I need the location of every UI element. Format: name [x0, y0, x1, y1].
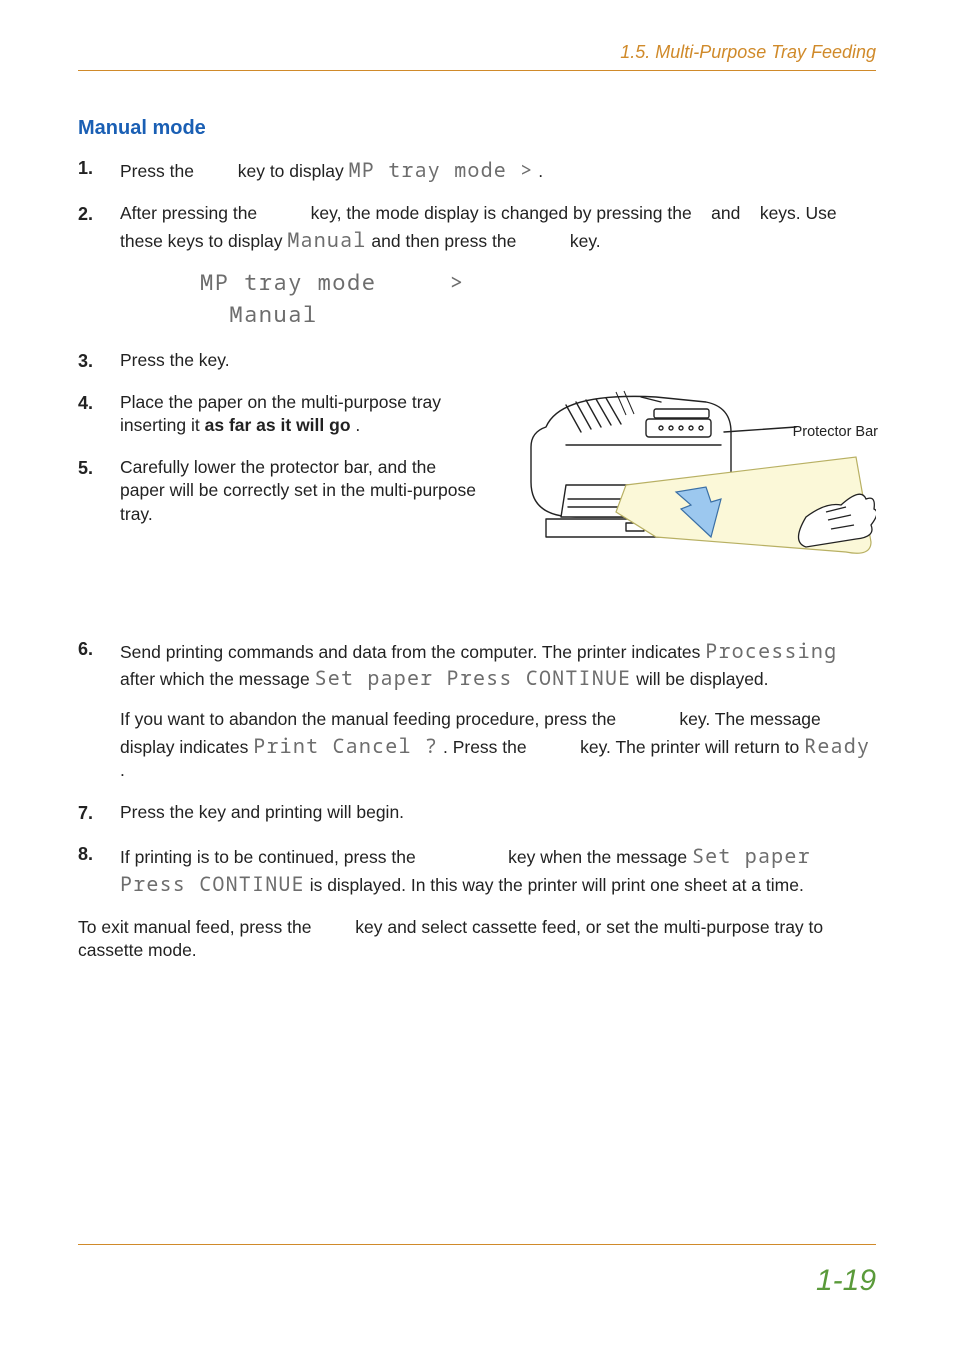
- step-text: after which the message: [120, 669, 315, 689]
- step-text: .: [538, 161, 543, 181]
- step-number: 5.: [78, 456, 93, 480]
- step-text: [199, 161, 233, 181]
- step-text: Carefully lower the protector bar, and t…: [120, 456, 480, 527]
- step-number: 3.: [78, 349, 93, 373]
- lcd-text: MP tray mode >: [349, 156, 534, 183]
- step-number: 4.: [78, 391, 93, 415]
- running-header: 1.5. Multi-Purpose Tray Feeding: [78, 40, 876, 64]
- steps-list: 1. Press the key to display MP tray mode…: [78, 156, 876, 897]
- closing-text: [316, 917, 350, 937]
- step-3: 3. Press the key.: [78, 349, 876, 373]
- step-number: 6.: [78, 637, 93, 661]
- step-number: 2.: [78, 202, 93, 226]
- step-text: is displayed. In this way the printer wi…: [310, 875, 804, 895]
- step-text: and then press the: [371, 231, 521, 251]
- step-text: key, the mode display is changed by pres…: [311, 203, 697, 223]
- step-text: [697, 203, 707, 223]
- step-text: If you want to abandon the manual feedin…: [120, 709, 621, 729]
- step-text: Press the key.: [120, 350, 230, 370]
- step-text: key. The printer will return to: [580, 737, 804, 757]
- step-number: 8.: [78, 842, 93, 866]
- step-7: 7. Press the key and printing will begin…: [78, 801, 876, 825]
- step-text: [421, 847, 504, 867]
- closing-text: To exit manual feed, press the: [78, 917, 316, 937]
- closing-paragraph: To exit manual feed, press the key and s…: [78, 916, 876, 963]
- step-text: and: [711, 203, 745, 223]
- section-heading: Manual mode: [78, 115, 876, 142]
- lcd-text: Processing: [705, 637, 837, 664]
- page-number: 1-19: [816, 1261, 876, 1302]
- lcd-text: Print Cancel ?: [253, 732, 438, 759]
- lcd-display-block: MP tray mode > Manual: [200, 267, 876, 331]
- step-text: . Press the: [443, 737, 532, 757]
- step-text: key when the message: [508, 847, 692, 867]
- top-rule: [78, 70, 876, 71]
- step-text: key to display: [238, 161, 349, 181]
- step-4: 4. Protector Bar: [78, 391, 876, 438]
- step-text: [262, 203, 306, 223]
- step-6-extra: If you want to abandon the manual feedin…: [120, 708, 876, 783]
- step-text: will be displayed.: [636, 669, 768, 689]
- step-number: 1.: [78, 156, 93, 180]
- lcd-text: Ready: [804, 732, 870, 759]
- bottom-rule: [78, 1244, 876, 1245]
- step-6: 6. Send printing commands and data from …: [78, 637, 876, 783]
- step-2: 2. After pressing the key, the mode disp…: [78, 202, 876, 331]
- step-text: [521, 231, 565, 251]
- step-5: 5. Carefully lower the protector bar, an…: [78, 456, 876, 527]
- step-number: 7.: [78, 801, 93, 825]
- lcd-text: Manual: [287, 226, 366, 253]
- step-text: Press the key and printing will begin.: [120, 802, 404, 822]
- step-text: Send printing commands and data from the…: [120, 642, 705, 662]
- step-text: [621, 709, 674, 729]
- step-8: 8. If printing is to be continued, press…: [78, 842, 876, 897]
- figure-label: Protector Bar: [793, 423, 878, 443]
- step-1: 1. Press the key to display MP tray mode…: [78, 156, 876, 184]
- step-text: .: [355, 415, 360, 435]
- step-text: [531, 737, 575, 757]
- step-text: Press the: [120, 161, 199, 181]
- step-text: [745, 203, 755, 223]
- step-text-bold: as far as it will go: [205, 415, 351, 435]
- step-text: key.: [570, 231, 601, 251]
- step-text: After pressing the: [120, 203, 262, 223]
- step-text: .: [120, 760, 125, 780]
- step-text: If printing is to be continued, press th…: [120, 847, 421, 867]
- lcd-text: Set paper Press CONTINUE: [315, 664, 632, 691]
